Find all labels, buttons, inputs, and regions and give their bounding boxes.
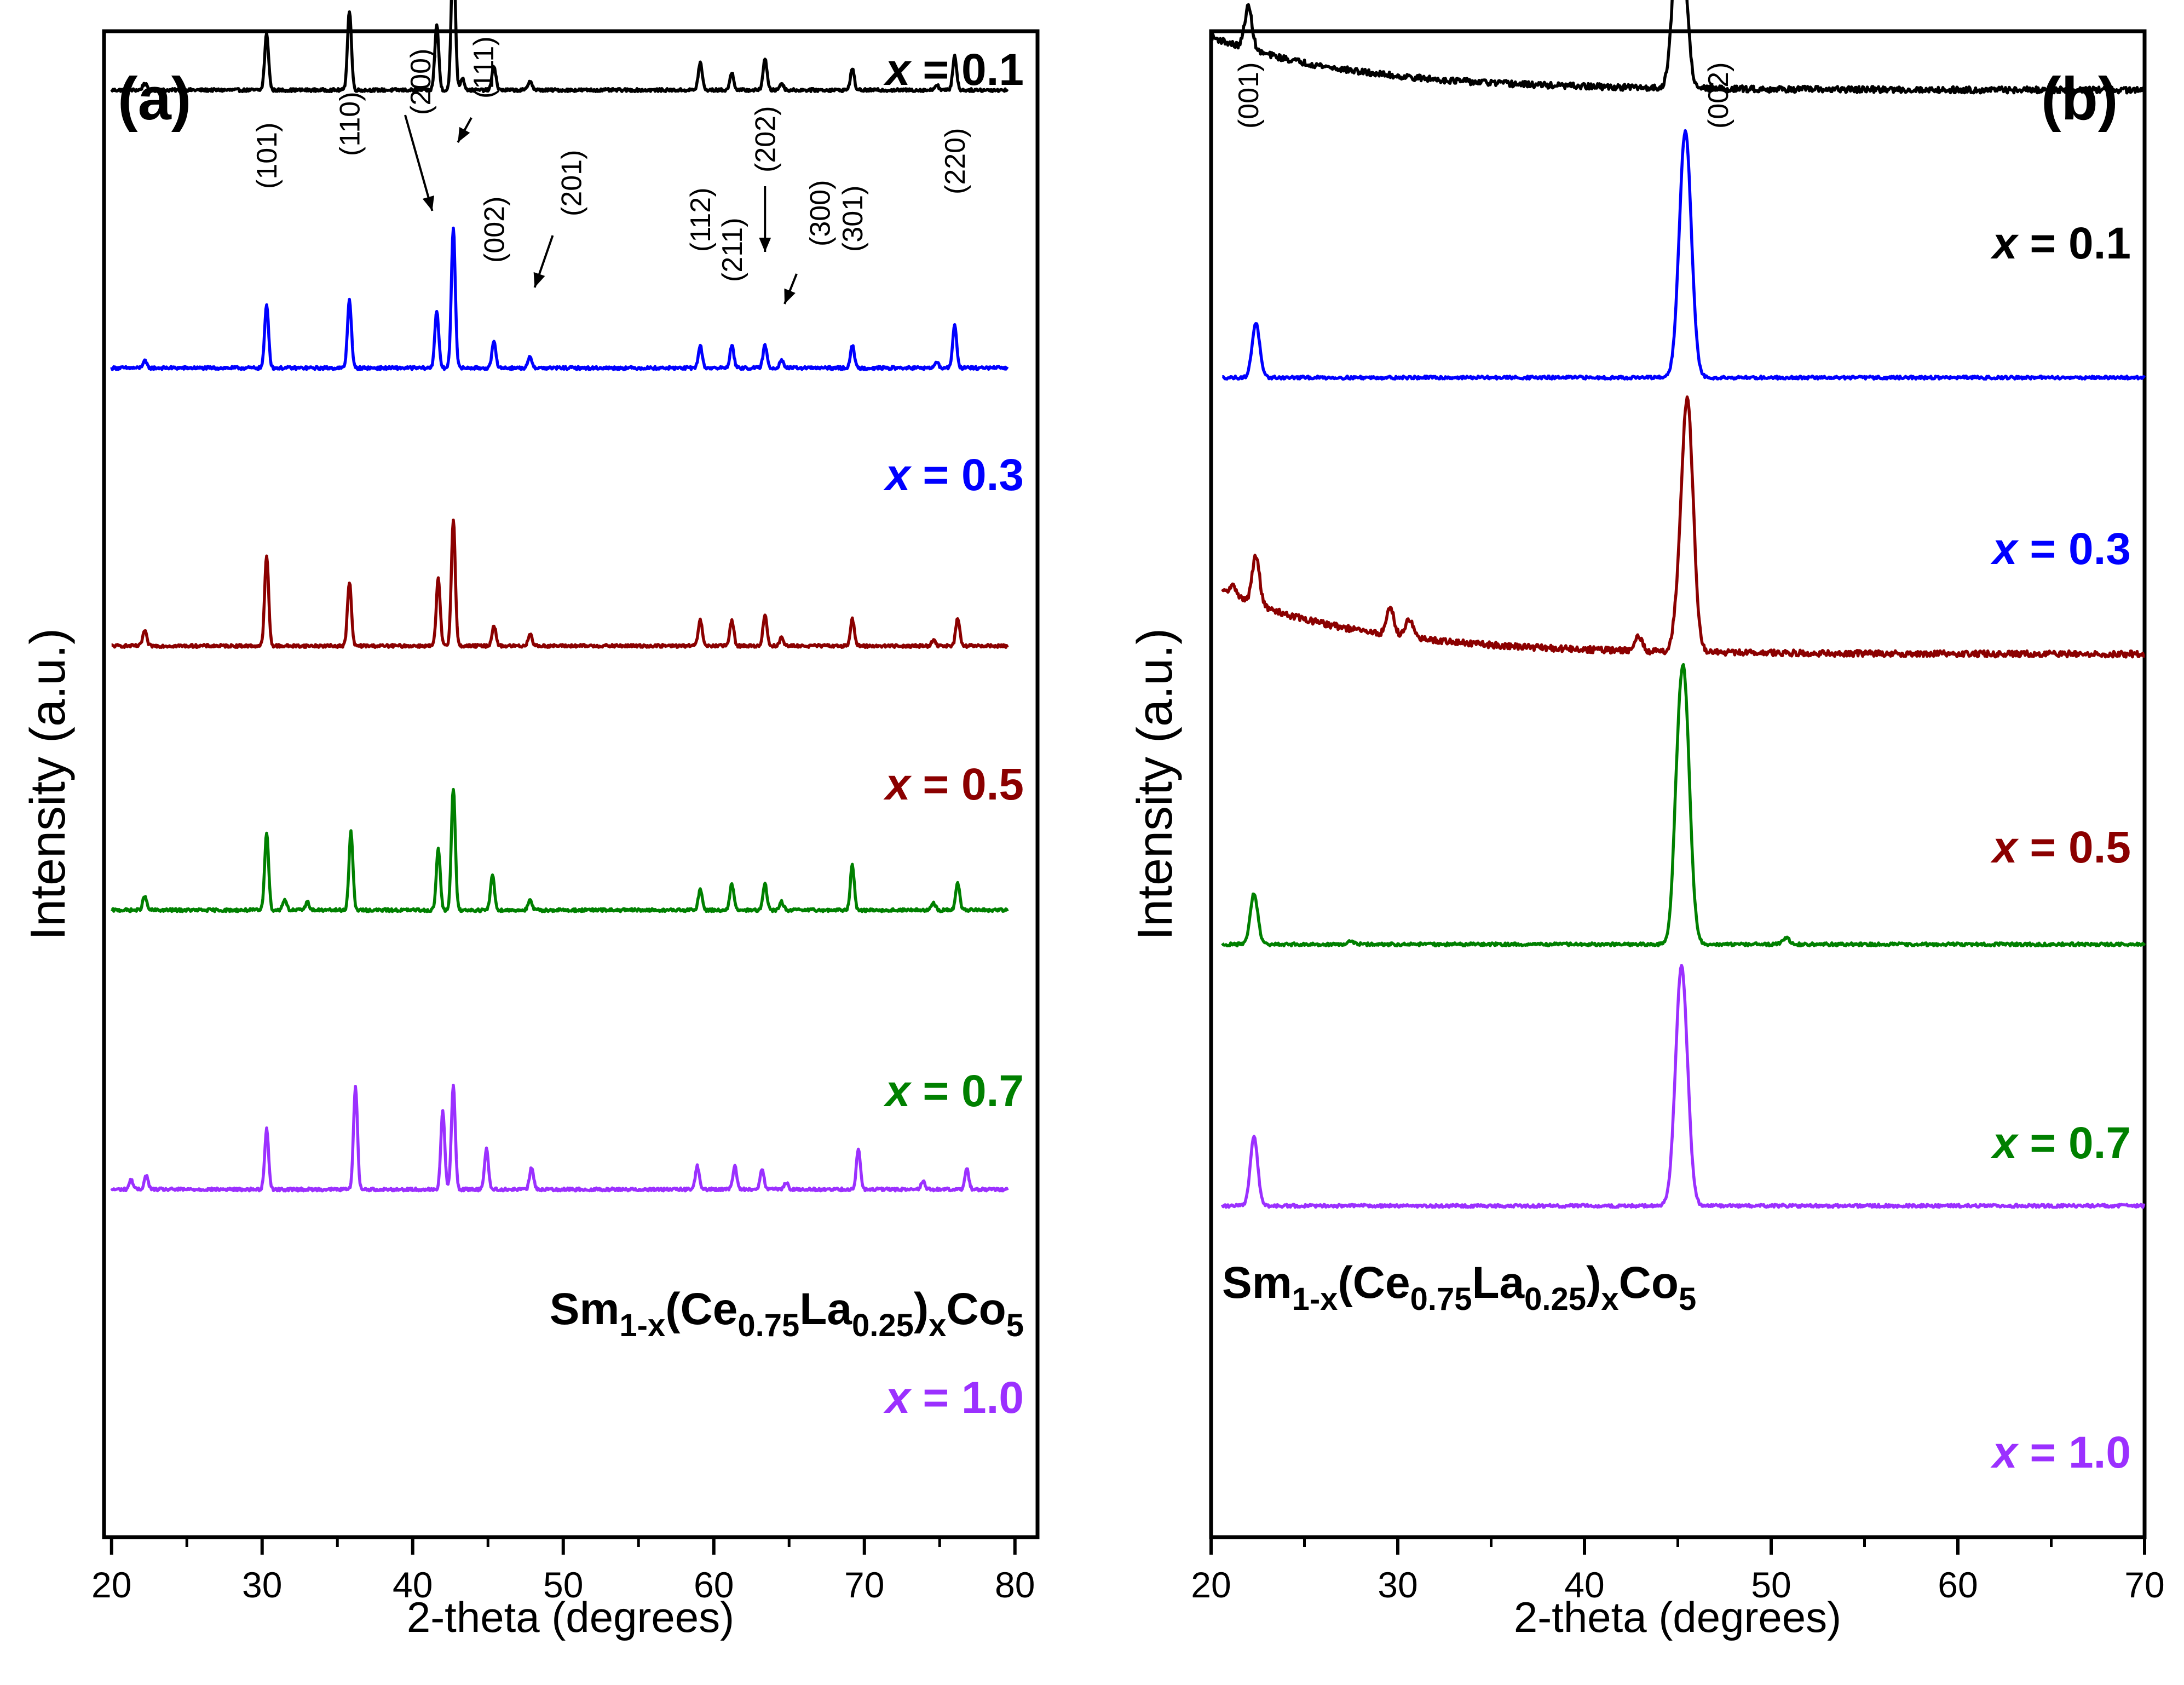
xrd-pattern-0.3 [110, 226, 1009, 371]
panel-a-x-ticks: 20 30 40 50 60 70 80 [91, 1537, 1035, 1605]
panel-a-formula: Sm1-x(Ce0.75La0.25)xCo5 [550, 1284, 1024, 1343]
x-tick-label: 20 [91, 1565, 131, 1605]
panel-a-x-axis-label: 2-theta (degrees) [407, 1593, 734, 1641]
series-label-1.0: x = 1.0 [883, 1373, 1024, 1423]
x-tick-label: 20 [1191, 1565, 1231, 1605]
panel-a-series: x = 0.1 x = 0.3 x = 0.5 x = 0.7 x = 1.0 [110, 0, 1024, 1423]
x-tick-label: 40 [1564, 1565, 1604, 1605]
peak-label: (201) [556, 150, 587, 216]
x-tick-label: 80 [995, 1565, 1035, 1605]
x-tick-label: 40 [393, 1565, 433, 1605]
panel-b-peak-labels: (001) (002) [1233, 62, 1734, 129]
series-label-0.5: x = 0.5 [1990, 823, 2131, 872]
panel-b-formula: Sm1-x(Ce0.75La0.25)xCo5 [1222, 1258, 1696, 1317]
panel-b-series: x = 0.1 x = 0.3 x = 0.5 x = 0.7 x = 1.0 [1209, 0, 2146, 1477]
x-tick-label: 30 [1378, 1565, 1417, 1605]
peak-label: (111) [468, 36, 500, 99]
panel-a-label: (a) [118, 65, 191, 133]
series-label-0.1: x = 0.1 [1990, 218, 2131, 268]
panel-a: 20 30 40 50 60 70 80 x = 0.1x = 0.3x = 0.5x = … [21, 0, 1040, 1641]
x-tick-label: 50 [543, 1565, 583, 1605]
peak-label: (001) [1233, 62, 1265, 129]
panel-b: 20 30 40 50 60 70 x = 0.1x = 0.3x = 0.5x = 0.… [1128, 0, 2165, 1641]
panel-b-label: (b) [2041, 65, 2118, 133]
panel-a-peak-labels: (101) (110) (200) (111) (002) (201) (112) (211)… [251, 36, 971, 304]
peak-label: (112) [685, 187, 717, 252]
peak-arrow [404, 114, 434, 211]
series-label-0.5: x = 0.5 [883, 760, 1024, 809]
panel-b-x-ticks: 20 30 40 50 60 70 [1191, 1537, 2165, 1605]
peak-label: (301) [837, 186, 869, 252]
xrd-pattern-0.7 [1221, 663, 2146, 947]
series-label-0.3: x = 0.3 [883, 450, 1024, 500]
series-label-0.1: x = 0.1 [883, 45, 1024, 95]
panel-b-y-axis-label: Intensity (a.u.) [1128, 628, 1183, 940]
x-tick-label: 60 [694, 1565, 734, 1605]
peak-arrow-head [422, 195, 435, 211]
series-label-0.7: x = 0.7 [883, 1066, 1024, 1116]
xrd-pattern-0.3 [1221, 129, 2146, 381]
x-tick-label: 70 [844, 1565, 884, 1605]
panel-a-y-axis-label: Intensity (a.u.) [21, 628, 76, 940]
peak-label: (200) [405, 49, 437, 115]
xrd-pattern-0.1 [1209, 0, 2146, 95]
x-tick-label: 30 [242, 1565, 282, 1605]
peak-label: (110) [334, 91, 366, 156]
peak-label: (002) [479, 197, 510, 263]
xrd-pattern-0.5 [111, 518, 1009, 649]
peak-label: (220) [940, 128, 971, 194]
xrd-pattern-1.0 [110, 1084, 1009, 1193]
peak-label: (002) [1703, 62, 1734, 129]
x-tick-label: 60 [1938, 1565, 1978, 1605]
peak-arrow-head [784, 288, 796, 304]
xrd-pattern-1.0 [1221, 964, 2146, 1209]
peak-arrow-head [533, 272, 545, 287]
xrd-pattern-0.7 [110, 787, 1009, 913]
x-tick-label: 50 [1751, 1565, 1791, 1605]
panel-a-frame [102, 29, 1040, 1539]
xrd-pattern-0.5 [1221, 395, 2146, 659]
series-label-1.0: x = 1.0 [1990, 1428, 2131, 1477]
peak-label: (101) [251, 123, 283, 189]
xrd-pattern-0.1 [110, 0, 1009, 93]
x-tick-label: 70 [2124, 1565, 2164, 1605]
peak-label: (202) [750, 106, 781, 172]
panel-b-x-axis-label: 2-theta (degrees) [1514, 1593, 1841, 1641]
peak-label: (300) [805, 180, 837, 246]
peak-arrow-head [759, 238, 771, 252]
peak-label: (211) [717, 217, 748, 282]
peak-arrow-head [458, 126, 470, 142]
series-label-0.3: x = 0.3 [1990, 524, 2131, 574]
series-label-0.7: x = 0.7 [1990, 1118, 2131, 1168]
